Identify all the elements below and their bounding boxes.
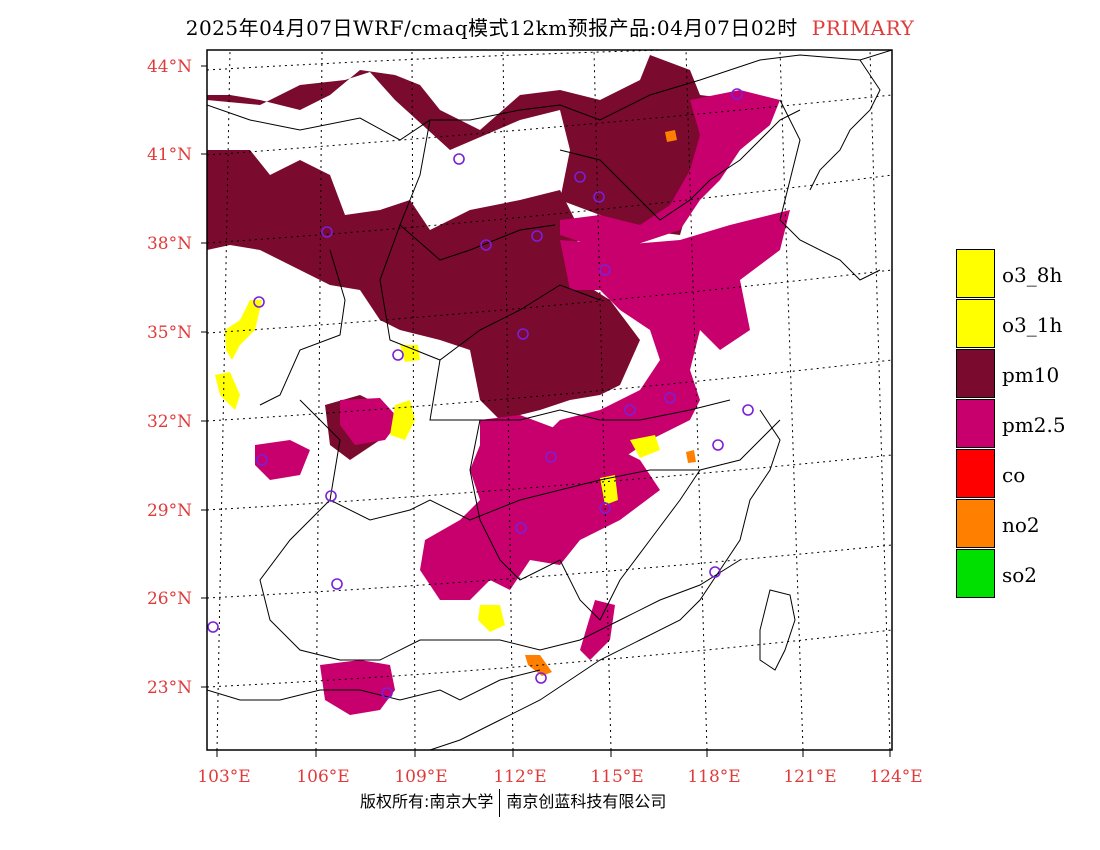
station-marker — [709, 566, 721, 578]
lat-label: 32°N — [147, 412, 192, 432]
station-marker — [325, 490, 337, 502]
lon-label: 112°E — [493, 767, 546, 787]
station-marker — [207, 621, 219, 633]
station-marker — [545, 451, 557, 463]
copyright-footer: 版权所有:南京大学 南京创蓝科技有限公司 — [360, 788, 666, 817]
no2-region-1 — [525, 655, 552, 676]
station-marker — [599, 264, 611, 276]
pm25-region-northeast — [560, 90, 780, 250]
legend-swatch — [956, 549, 995, 598]
map-frame — [206, 49, 893, 751]
boundaries — [207, 50, 892, 750]
lat-labels: 44°N 41°N 38°N 35°N 32°N 29°N 26°N 23°N — [147, 57, 192, 698]
title-tag: PRIMARY — [811, 16, 915, 40]
station-marker — [624, 404, 636, 416]
o3-region-west2 — [225, 300, 262, 360]
station-marker — [712, 439, 724, 451]
o3-region-south — [478, 605, 505, 632]
legend-swatch — [956, 449, 995, 498]
legend-swatch — [956, 399, 995, 448]
pm25-region-sw2 — [320, 660, 395, 715]
legend-swatch — [956, 499, 995, 548]
lat-label: 23°N — [147, 678, 192, 698]
station-marker — [453, 153, 465, 165]
footer-divider — [499, 788, 501, 817]
legend-label: no2 — [1002, 513, 1040, 537]
lon-label: 106°E — [296, 767, 349, 787]
legend-label: co — [1002, 463, 1026, 487]
lon-label: 109°E — [394, 767, 447, 787]
title-main: 2025年04月07日WRF/cmaq模式12km预报产品:04月07日02时 — [185, 16, 798, 40]
legend-swatch — [956, 349, 995, 398]
lat-label: 29°N — [147, 501, 192, 521]
legend-label: o3_8h — [1002, 263, 1063, 287]
station-marker — [593, 191, 605, 203]
station-marker — [381, 687, 393, 699]
station-marker — [531, 230, 543, 242]
pm25-region-south-central — [420, 415, 660, 600]
station-markers — [207, 88, 754, 699]
lat-label: 26°N — [147, 589, 192, 609]
legend-label: o3_1h — [1002, 313, 1063, 337]
footer-right: 南京创蓝科技有限公司 — [506, 792, 667, 811]
lon-label: 103°E — [197, 767, 250, 787]
lon-label: 121°E — [783, 767, 836, 787]
legend-label: so2 — [1002, 563, 1038, 587]
lon-label: 124°E — [869, 767, 922, 787]
station-marker — [517, 328, 529, 340]
station-marker — [535, 672, 547, 684]
station-marker — [253, 296, 265, 308]
pm10-region-central — [207, 150, 640, 420]
map-title: 2025年04月07日WRF/cmaq模式12km预报产品:04月07日02时 P… — [0, 12, 1100, 41]
station-marker — [664, 392, 676, 404]
lon-label: 118°E — [687, 767, 740, 787]
station-marker — [392, 349, 404, 361]
o3-region-mid1 — [390, 400, 415, 440]
legend-swatch — [956, 249, 995, 298]
lon-labels: 103°E 106°E 109°E 112°E 115°E 118°E 121°… — [197, 767, 922, 787]
legend-swatch — [956, 299, 995, 348]
station-marker — [480, 239, 492, 251]
station-marker — [515, 522, 527, 534]
lon-label: 115°E — [590, 767, 643, 787]
legend-label: pm10 — [1002, 363, 1060, 387]
pm25-region-mid — [340, 398, 400, 445]
footer-left: 版权所有:南京大学 — [360, 792, 494, 811]
lat-label: 41°N — [147, 145, 192, 165]
station-marker — [256, 454, 268, 466]
lat-label: 35°N — [147, 323, 192, 343]
station-marker — [574, 171, 586, 183]
no2-region-2 — [665, 130, 677, 142]
station-marker — [321, 226, 333, 238]
pm10-region-north — [207, 55, 760, 235]
no2-region-3 — [686, 450, 696, 463]
pm25-region-southwest — [255, 440, 310, 480]
o3-region-east2 — [630, 435, 660, 458]
lat-label: 44°N — [147, 57, 192, 77]
o3-region-mid2 — [400, 345, 420, 362]
lat-ticks — [201, 65, 207, 688]
station-marker — [599, 502, 611, 514]
lat-label: 38°N — [147, 234, 192, 254]
lon-ticks — [216, 750, 891, 757]
pm25-region-southeast — [580, 600, 615, 660]
graticule — [207, 50, 892, 750]
station-marker — [742, 404, 754, 416]
legend-label: pm2.5 — [1002, 413, 1066, 437]
station-marker — [731, 88, 743, 100]
o3-region-west — [215, 372, 240, 410]
station-marker — [331, 578, 343, 590]
